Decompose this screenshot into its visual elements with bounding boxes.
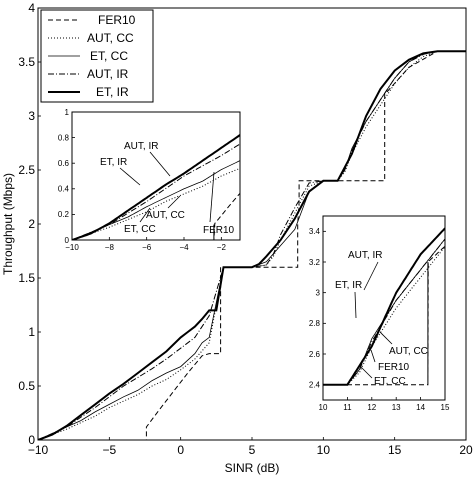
inset-left-annot-aut-cc: AUT, CC [146,210,185,221]
inset-right-x-tick-label: 10 [319,403,328,412]
inset-left-arrow-aut-cc [167,195,181,209]
inset-left-annot-et-ir: ET, IR [100,157,127,168]
main-y-tick-label: 2.5 [18,163,35,177]
inset-left-arrow-et-cc [139,207,151,223]
main-y-tick-label: 1.5 [18,271,35,285]
main-x-tick-label: 20 [459,443,473,457]
inset-left-y-tick-label: 1 [65,108,70,117]
legend-label-aut-cc: AUT, CC [87,31,134,45]
inset-right-line-aut-ir [323,238,445,386]
inset-left-annot-aut-ir: AUT, IR [124,141,158,152]
inset-left-line-et-ir [72,134,240,240]
main-y-tick-label: 2 [28,217,35,231]
inset-right-x-tick-label: 15 [441,403,450,412]
inset-right-arrow-aut-ir [363,261,379,291]
inset-right-x-tick-label: 11 [343,403,352,412]
inset-left-x-tick-label: −10 [65,243,79,252]
inset-left-y-tick-label: 0.6 [58,159,70,168]
main-series-group [38,50,466,440]
inset-right-x-tick-label: 12 [367,403,376,412]
legend-label-fer10: FER10 [98,13,136,27]
inset-right-annot-et-cc: ET, CC [374,376,406,387]
inset-right-frame [322,215,446,401]
inset-right-x-tick-label: 14 [416,403,425,412]
inset-left-line-fer10 [72,192,240,240]
inset-left-arrow-fer10 [209,171,215,223]
inset-left-arrow-et-ir [119,167,141,186]
main-y-tick-label: 4 [28,1,35,15]
main-y-tick-label: 0.5 [18,379,35,393]
main-line-et-ir [38,50,466,440]
main-x-tick-label: 10 [317,443,331,457]
inset-right: 10 11 12 13 14 15 2.4 2.6 2.8 3 3.2 3.4 AUT, IR ET,… [309,215,450,412]
legend-label-et-cc: ET, CC [90,49,128,63]
legend-label-aut-ir: AUT, IR [87,67,129,81]
legend: FER10 AUT, CC ET, CC AUT, IR ET, IR [40,9,154,103]
inset-left-y-tick-label: 0.4 [58,185,70,194]
inset-right-arrow-et-ir [354,291,357,319]
inset-right-arrow-aut-cc [379,331,393,345]
inset-right-line-et-ir [323,227,445,386]
inset-right-y-tick-label: 3 [316,288,321,297]
main-y-tick-label: 3.5 [18,55,35,69]
main-y-axis-label: Throughput (Mbps) [1,173,15,275]
main-line-fer10 [38,50,466,440]
main-x-tick-label: 15 [388,443,402,457]
inset-left-y-tick-label: 0 [65,236,70,245]
inset-right-line-fer10 [323,245,445,386]
inset-left-series [72,134,240,240]
main-x-tick-label: −5 [102,443,116,457]
inset-right-y-tick-label: 3.4 [309,227,321,236]
main-y-tick-label: 0 [28,433,35,447]
inset-right-arrow-et-cc [359,365,373,379]
inset-right-series [323,227,445,386]
main-line-aut-ir [38,50,466,440]
main-x-tick-label: 0 [177,443,184,457]
inset-right-x-tick-label: 13 [392,403,401,412]
inset-left-ticks: −10 −8 −6 −4 −2 0 0.2 0.4 0.6 0.8 1 [58,108,227,252]
inset-left-frame [71,111,241,241]
main-x-tick-label: 5 [249,443,256,457]
main-x-tick-label: −10 [28,443,49,457]
inset-left-x-tick-label: −8 [105,243,115,252]
inset-right-annot-aut-cc: AUT, CC [389,346,428,357]
inset-right-ticks: 10 11 12 13 14 15 2.4 2.6 2.8 3 3.2 3.4 [309,227,450,412]
inset-left-x-tick-label: −4 [179,243,189,252]
inset-left-arrow-aut-ir [149,151,171,177]
inset-right-y-tick-label: 2.8 [309,319,321,328]
inset-right-arrow-fer10 [370,349,376,363]
inset-right-y-tick-label: 3.2 [309,258,321,267]
inset-left-line-aut-ir [72,143,240,240]
inset-right-line-aut-cc [323,246,445,386]
inset-left-x-tick-label: −2 [217,243,227,252]
inset-left-annot-et-cc: ET, CC [124,224,156,235]
main-line-aut-cc [38,50,466,440]
main-y-tick-label: 1 [28,325,35,339]
inset-right-annot-fer10: FER10 [378,362,410,373]
inset-right-annot-aut-ir: AUT, IR [348,250,382,261]
inset-left-annot-fer10: FER10 [203,225,235,236]
main-y-tick-label: 3 [28,109,35,123]
inset-left: −10 −8 −6 −4 −2 0 0.2 0.4 0.6 0.8 1 AUT, IR ET, IR… [58,108,241,252]
inset-right-annot-et-ir: ET, IR [335,280,362,291]
inset-left-y-tick-label: 0.2 [58,210,70,219]
inset-right-y-tick-label: 2.4 [309,380,321,389]
inset-left-x-tick-label: −6 [142,243,152,252]
legend-label-et-ir: ET, IR [96,85,129,99]
inset-left-y-tick-label: 0.8 [58,133,70,142]
main-x-axis-label: SINR (dB) [225,461,280,475]
inset-right-y-tick-label: 2.6 [309,350,321,359]
